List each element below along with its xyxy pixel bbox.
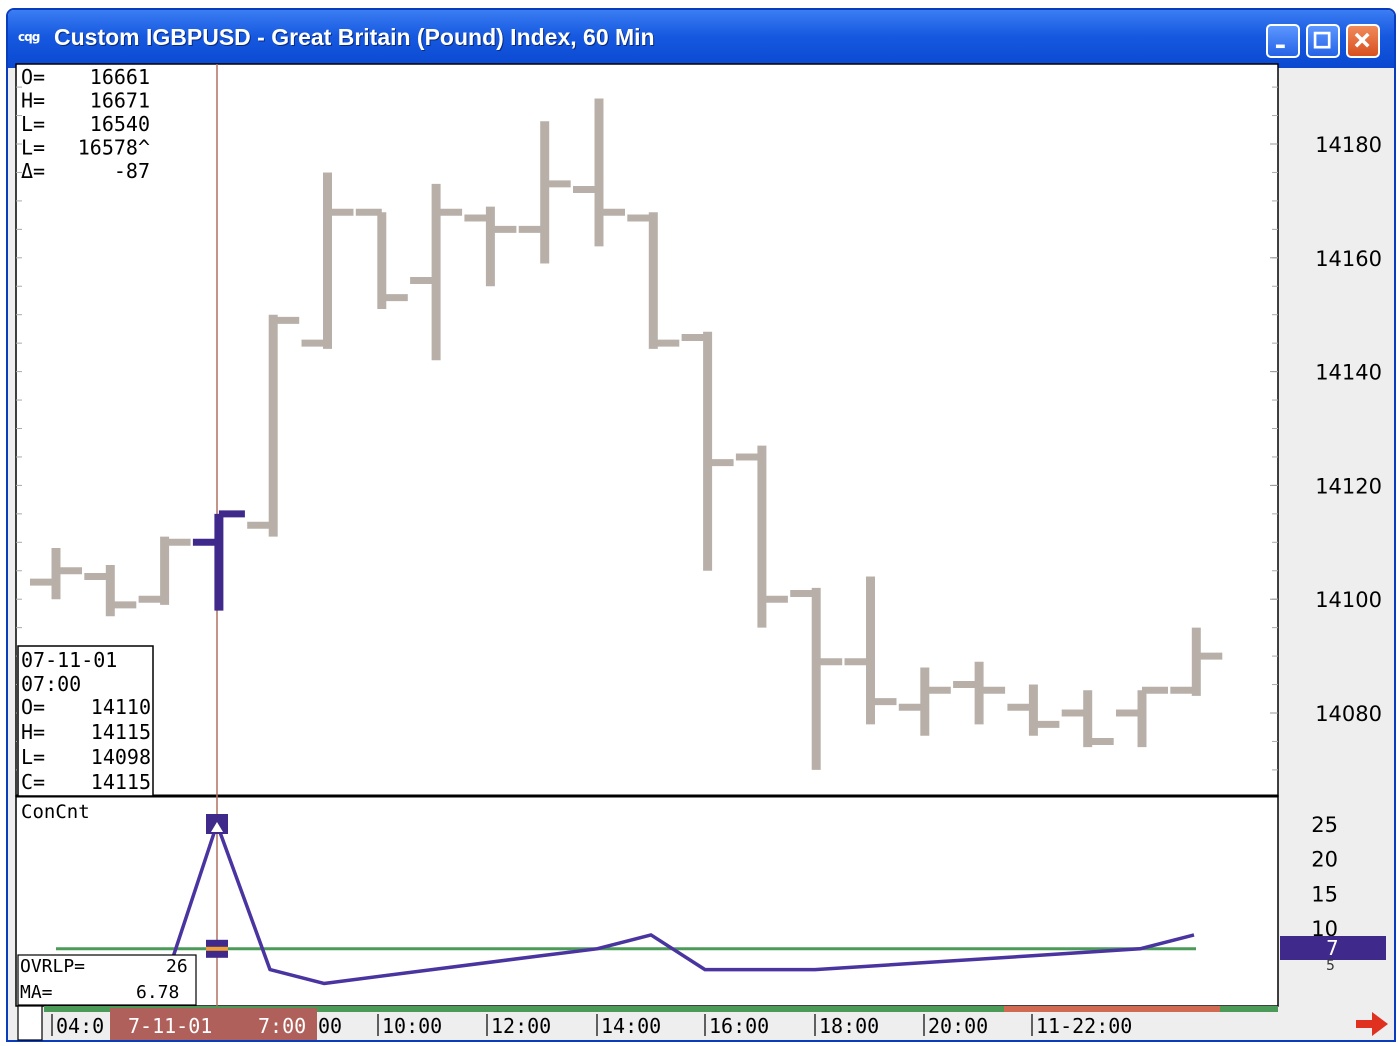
ohlc-bar: [1061, 690, 1114, 748]
session-bar: [44, 1006, 1278, 1012]
time-label: 16:00: [709, 1014, 769, 1038]
scroll-left-box[interactable]: [17, 1005, 43, 1041]
ohlc-bar: [247, 314, 300, 537]
minimize-button[interactable]: [1266, 24, 1300, 58]
price-tick-label: 14140: [1315, 361, 1382, 385]
price-tick-label: 14100: [1315, 588, 1382, 612]
info-bottom-label: L=: [21, 745, 45, 769]
ohlc-bar: [138, 536, 191, 605]
ohlc-bars: [30, 98, 1223, 770]
ma-value: 6.78: [136, 982, 179, 1003]
overlap-label: OVRLP=: [20, 956, 85, 977]
ohlc-bar: [573, 98, 625, 247]
price-pane[interactable]: [15, 63, 1279, 797]
indicator-name: ConCnt: [21, 801, 90, 823]
session-bar-late: [1004, 1006, 1220, 1012]
info-top-label: L=: [21, 136, 45, 160]
window-title: Custom IGBPUSD - Great Britain (Pound) I…: [54, 24, 655, 50]
current-value-text: 7: [1326, 936, 1339, 960]
concnt-line: [56, 822, 1195, 1000]
ohlc-bar: [1170, 627, 1223, 696]
info-bottom-label: C=: [21, 770, 45, 794]
cursor-markers: [206, 814, 228, 958]
ohlc-bar: [30, 547, 82, 600]
chart-app-icon[interactable]: cqg: [18, 30, 40, 44]
ohlc-bar: [301, 172, 354, 349]
ohlc-bar: [898, 667, 951, 736]
price-tick-label: 14160: [1315, 247, 1382, 271]
info-top-value: 16578^: [78, 136, 150, 160]
info-top-value: 16540: [90, 112, 150, 136]
ohlc-bar: [790, 587, 843, 770]
info-bottom-value: 14098: [91, 745, 151, 769]
ohlc-bar: [518, 121, 571, 264]
info-time: 07:00: [21, 672, 81, 696]
info-box-bottom: [17, 645, 154, 797]
ohlc-bar: [953, 661, 1006, 725]
info-top-value: 16671: [90, 89, 150, 113]
close-button[interactable]: [1346, 24, 1380, 58]
current-value-tag: [1280, 936, 1386, 960]
overlap-marker-band: [206, 946, 228, 951]
info-top-label: L=: [21, 112, 45, 136]
ohlc-bar: [735, 445, 788, 628]
ohlc-bar: [627, 212, 680, 349]
close-icon: [1354, 32, 1370, 48]
ma-label: MA=: [20, 982, 53, 1003]
ohlc-bar: [464, 206, 517, 287]
indicator-pane[interactable]: [15, 795, 1279, 1007]
ohlc-bar: [1116, 686, 1168, 748]
price-tick-label: 14080: [1315, 702, 1382, 726]
overlap-box: [17, 954, 197, 1006]
time-label: 20:00: [928, 1014, 988, 1038]
time-label: 14:00: [601, 1014, 661, 1038]
price-tick-label: 14120: [1315, 474, 1382, 498]
info-top-label: O=: [21, 65, 45, 89]
info-top-label: Δ=: [21, 159, 45, 183]
info-bottom-value: 14115: [91, 770, 151, 794]
date-marker: [110, 1008, 317, 1040]
info-top-label: H=: [21, 89, 45, 113]
info-bottom-value: 14115: [91, 720, 151, 744]
ohlc-bar: [1007, 684, 1060, 736]
info-bottom-label: O=: [21, 695, 45, 719]
time-label: 12:00: [491, 1014, 551, 1038]
info-bottom-value: 14110: [91, 695, 151, 719]
overlap-value: 26: [166, 956, 188, 977]
info-top-value: -87: [114, 159, 150, 183]
maximize-icon: [1313, 31, 1331, 49]
ohlc-bar: [410, 183, 463, 361]
ohlc-bar: [844, 576, 897, 725]
ohlc-bar: [355, 208, 408, 310]
time-axis: 04:0 7-11-01 7:00 00 10:00 12:00 14:00 16:00 18:…: [51, 1014, 1132, 1038]
time-label: 00: [318, 1014, 342, 1038]
scroll-right-arrow-icon[interactable]: [1356, 1012, 1388, 1036]
maximize-button[interactable]: [1306, 24, 1340, 58]
time-label: 11-22:00: [1036, 1014, 1132, 1038]
info-box-top: O= 16661 H= 16671 L= 16540 L= 16578^ Δ= -87: [21, 65, 150, 183]
time-label: 7:00: [258, 1014, 306, 1038]
time-label: 10:00: [382, 1014, 442, 1038]
price-tick-label: 14180: [1315, 133, 1382, 157]
indicator-tick-label: 25: [1311, 813, 1338, 837]
info-bottom-label: H=: [21, 720, 45, 744]
indicator-tick-label: 20: [1311, 848, 1338, 872]
info-top-value: 16661: [90, 65, 150, 89]
time-label: 18:00: [819, 1014, 879, 1038]
time-label: 04:0: [56, 1014, 104, 1038]
indicator-tick-label: 15: [1311, 882, 1338, 906]
ohlc-bar: [681, 331, 734, 571]
ohlc-bar: [192, 510, 245, 611]
info-bottom-rows: O= 14110 H= 14115 L= 14098 C= 14115: [21, 695, 151, 794]
peak-marker-arrow-icon: [211, 822, 223, 832]
info-date: 07-11-01: [21, 648, 117, 672]
minimize-icon: [1275, 44, 1285, 49]
ohlc-bar: [84, 565, 137, 617]
time-label: 7-11-01: [128, 1014, 212, 1038]
current-value-partial: 5: [1326, 958, 1335, 974]
title-bar[interactable]: cqg Custom IGBPUSD - Great Britain (Poun…: [8, 10, 1394, 68]
price-axis: 14080 14100 14120 14140 14160 14180: [1270, 133, 1382, 726]
